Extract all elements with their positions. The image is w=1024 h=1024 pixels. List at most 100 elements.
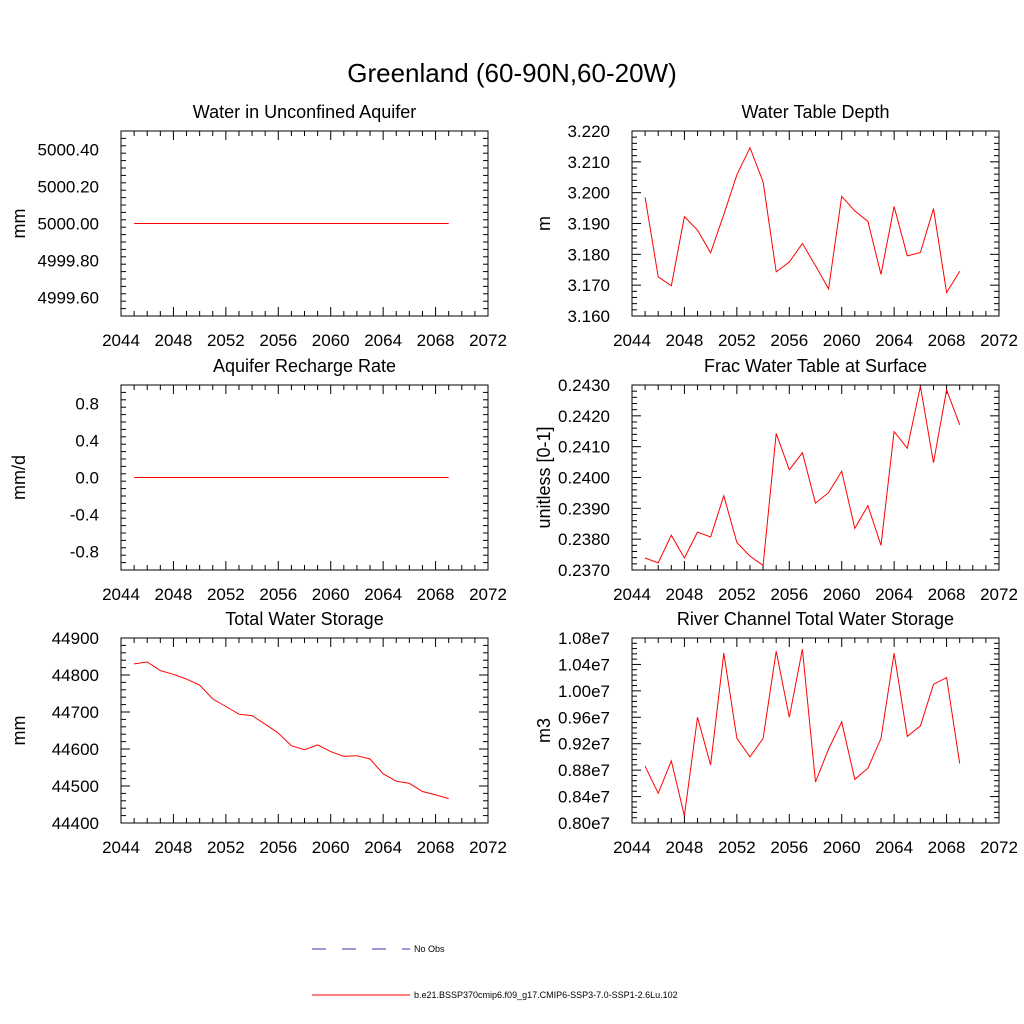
x-tick-label: 2060: [312, 585, 350, 604]
x-tick-label: 2072: [469, 331, 507, 350]
x-tick-label: 2068: [928, 838, 966, 857]
y-tick-label: 0.2370: [558, 561, 610, 580]
panel-4: Frac Water Table at Surface 2044 2048 2052 2…: [534, 356, 1018, 604]
x-tick-label: 2056: [259, 331, 297, 350]
y-tick-label: 0.88e7: [558, 761, 610, 780]
x-tick-label: 2068: [417, 585, 455, 604]
y-tick-label: -0.4: [70, 506, 99, 525]
y-axis-label: mm/d: [9, 455, 29, 500]
x-tick-label: 2056: [259, 585, 297, 604]
x-tick-label: 2052: [207, 331, 245, 350]
data-series-line: [644, 386, 961, 567]
y-tick-label: 4999.60: [38, 289, 99, 308]
y-tick-label: 0.80e7: [558, 814, 610, 833]
x-tick-label: 2044: [613, 838, 651, 857]
x-tick-label: 2072: [980, 838, 1018, 857]
x-tick-label: 2044: [102, 585, 140, 604]
x-tick-label: 2052: [207, 585, 245, 604]
x-tick-label: 2064: [875, 331, 913, 350]
y-tick-label: 3.160: [567, 307, 610, 326]
legend-label-no-obs: No Obs: [414, 944, 445, 954]
y-tick-label: 4999.80: [38, 252, 99, 271]
y-tick-label: 5000.40: [38, 141, 99, 160]
x-tick-label: 2064: [875, 585, 913, 604]
y-tick-label: 0.2410: [558, 438, 610, 457]
x-tick-label: 2064: [875, 838, 913, 857]
x-tick-label: 2044: [102, 838, 140, 857]
y-tick-label: 3.180: [567, 245, 610, 264]
y-tick-label: 5000.00: [38, 215, 99, 234]
x-tick-label: 2048: [666, 585, 704, 604]
x-tick-label: 2052: [207, 838, 245, 857]
y-tick-label: 0.2400: [558, 469, 610, 488]
y-tick-label: 5000.20: [38, 178, 99, 197]
x-tick-label: 2068: [417, 331, 455, 350]
panel-title: Total Water Storage: [225, 609, 383, 629]
x-tick-label: 2060: [312, 838, 350, 857]
panel-title: Frac Water Table at Surface: [704, 356, 927, 376]
y-tick-label: 0.96e7: [558, 708, 610, 727]
y-axis-label: mm: [9, 209, 29, 239]
x-tick-label: 2052: [718, 331, 756, 350]
panel-title: River Channel Total Water Storage: [677, 609, 954, 629]
x-tick-label: 2060: [823, 585, 861, 604]
x-tick-label: 2072: [469, 838, 507, 857]
x-tick-label: 2068: [417, 838, 455, 857]
y-tick-label: 1.00e7: [558, 682, 610, 701]
y-tick-label: 44700: [52, 703, 99, 722]
x-tick-label: 2048: [666, 331, 704, 350]
panel-1: Water in Unconfined Aquifer 2044 2048 2052 2…: [9, 102, 507, 350]
x-tick-label: 2068: [928, 585, 966, 604]
x-tick-label: 2052: [718, 585, 756, 604]
x-tick-label: 2072: [469, 585, 507, 604]
y-tick-label: 0.2420: [558, 407, 610, 426]
y-tick-label: 3.200: [567, 184, 610, 203]
x-tick-label: 2056: [770, 838, 808, 857]
y-axis-label: unitless [0-1]: [534, 426, 554, 528]
y-tick-label: 44900: [52, 629, 99, 648]
y-tick-label: 3.210: [567, 153, 610, 172]
y-tick-label: 44600: [52, 740, 99, 759]
y-tick-label: 44800: [52, 666, 99, 685]
panel-title: Water in Unconfined Aquifer: [193, 102, 416, 122]
x-tick-label: 2048: [155, 585, 193, 604]
x-tick-label: 2060: [312, 331, 350, 350]
x-tick-label: 2068: [928, 331, 966, 350]
x-tick-label: 2044: [613, 585, 651, 604]
x-tick-label: 2048: [155, 331, 193, 350]
y-tick-label: 0.2390: [558, 499, 610, 518]
y-axis-label: m3: [534, 718, 554, 743]
legend-label-model-run: b.e21.BSSP370cmip6.f09_g17.CMIP6-SSP3-7.…: [414, 990, 678, 1000]
panel-2: Water Table Depth 2044 2048 2052 2056 2060 206…: [534, 102, 1018, 350]
y-tick-label: 3.190: [567, 215, 610, 234]
y-tick-label: 0.8: [75, 395, 99, 414]
data-series-line: [134, 661, 449, 800]
x-tick-label: 2072: [980, 585, 1018, 604]
legend: No Obs b.e21.BSSP370cmip6.f09_g17.CMIP6-…: [312, 944, 678, 1000]
y-tick-label: 0.2380: [558, 530, 610, 549]
y-tick-label: 0.2430: [558, 376, 610, 395]
x-tick-label: 2060: [823, 838, 861, 857]
panel-5: Total Water Storage 2044 2048 2052 2056 2060 2…: [9, 609, 507, 857]
panel-title: Water Table Depth: [741, 102, 889, 122]
panel-3: Aquifer Recharge Rate 2044 2048 2052 2056 206…: [9, 356, 507, 604]
y-tick-label: 0.4: [75, 432, 99, 451]
figure-title: Greenland (60-90N,60-20W): [347, 58, 677, 88]
y-tick-label: -0.8: [70, 543, 99, 562]
y-tick-label: 0.92e7: [558, 735, 610, 754]
data-series-line: [644, 649, 961, 816]
x-tick-label: 2048: [155, 838, 193, 857]
panel-6: River Channel Total Water Storage 2044 204…: [534, 609, 1018, 857]
y-tick-label: 44500: [52, 777, 99, 796]
data-series-line: [644, 146, 961, 295]
x-tick-label: 2044: [613, 331, 651, 350]
panel-title: Aquifer Recharge Rate: [213, 356, 396, 376]
x-tick-label: 2044: [102, 331, 140, 350]
x-tick-label: 2052: [718, 838, 756, 857]
y-axis-label: m: [534, 216, 554, 231]
y-tick-label: 44400: [52, 814, 99, 833]
y-tick-label: 3.220: [567, 122, 610, 141]
y-axis-label: mm: [9, 716, 29, 746]
x-tick-label: 2072: [980, 331, 1018, 350]
